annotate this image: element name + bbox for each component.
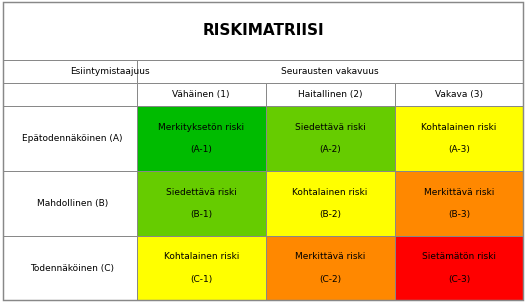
Bar	[137, 171, 266, 236]
Bar	[137, 106, 266, 171]
Text: Siedettävä riski: Siedettävä riski	[166, 188, 237, 197]
Text: (A-3): (A-3)	[448, 145, 470, 154]
Bar	[266, 171, 394, 236]
Text: (C-2): (C-2)	[319, 275, 341, 284]
Text: (B-1): (B-1)	[190, 210, 213, 219]
Bar	[3, 106, 137, 171]
Text: Siedettävä riski: Siedettävä riski	[295, 123, 366, 132]
Text: Merkittävä riski: Merkittävä riski	[424, 188, 494, 197]
Text: Haitallinen (2): Haitallinen (2)	[298, 90, 362, 99]
Text: Esiintymistaajuus: Esiintymistaajuus	[69, 67, 149, 76]
Text: Merkityksetön riski: Merkityksetön riski	[158, 123, 244, 132]
Bar	[3, 60, 137, 83]
Text: Vähäinen (1): Vähäinen (1)	[173, 90, 230, 99]
Bar	[266, 236, 394, 300]
Bar	[137, 83, 266, 106]
Text: Epätodennäköinen (A): Epätodennäköinen (A)	[22, 134, 123, 143]
Text: Sietämätön riski: Sietämätön riski	[422, 252, 496, 262]
Text: Todennäköinen (C): Todennäköinen (C)	[31, 264, 114, 272]
Text: Kohtalainen riski: Kohtalainen riski	[292, 188, 368, 197]
Text: RISKIMATRIISI: RISKIMATRIISI	[202, 24, 324, 38]
Text: (C-3): (C-3)	[448, 275, 470, 284]
Text: Kohtalainen riski: Kohtalainen riski	[164, 252, 239, 262]
Bar	[394, 83, 523, 106]
Text: (A-2): (A-2)	[319, 145, 341, 154]
Text: (B-2): (B-2)	[319, 210, 341, 219]
Bar	[137, 236, 266, 300]
Bar	[3, 171, 137, 236]
Text: (A-1): (A-1)	[190, 145, 212, 154]
Text: Mahdollinen (B): Mahdollinen (B)	[37, 199, 108, 207]
Bar	[3, 83, 137, 106]
Text: Merkittävä riski: Merkittävä riski	[295, 252, 365, 262]
Bar	[137, 60, 523, 83]
Text: (B-3): (B-3)	[448, 210, 470, 219]
Text: Vakava (3): Vakava (3)	[435, 90, 483, 99]
Text: Seurausten vakavuus: Seurausten vakavuus	[281, 67, 379, 76]
Bar	[394, 171, 523, 236]
Bar	[3, 236, 137, 300]
Bar	[394, 236, 523, 300]
Text: (C-1): (C-1)	[190, 275, 213, 284]
Bar	[394, 106, 523, 171]
Bar	[266, 83, 394, 106]
Bar	[266, 106, 394, 171]
Bar	[3, 2, 523, 60]
Text: Kohtalainen riski: Kohtalainen riski	[421, 123, 497, 132]
